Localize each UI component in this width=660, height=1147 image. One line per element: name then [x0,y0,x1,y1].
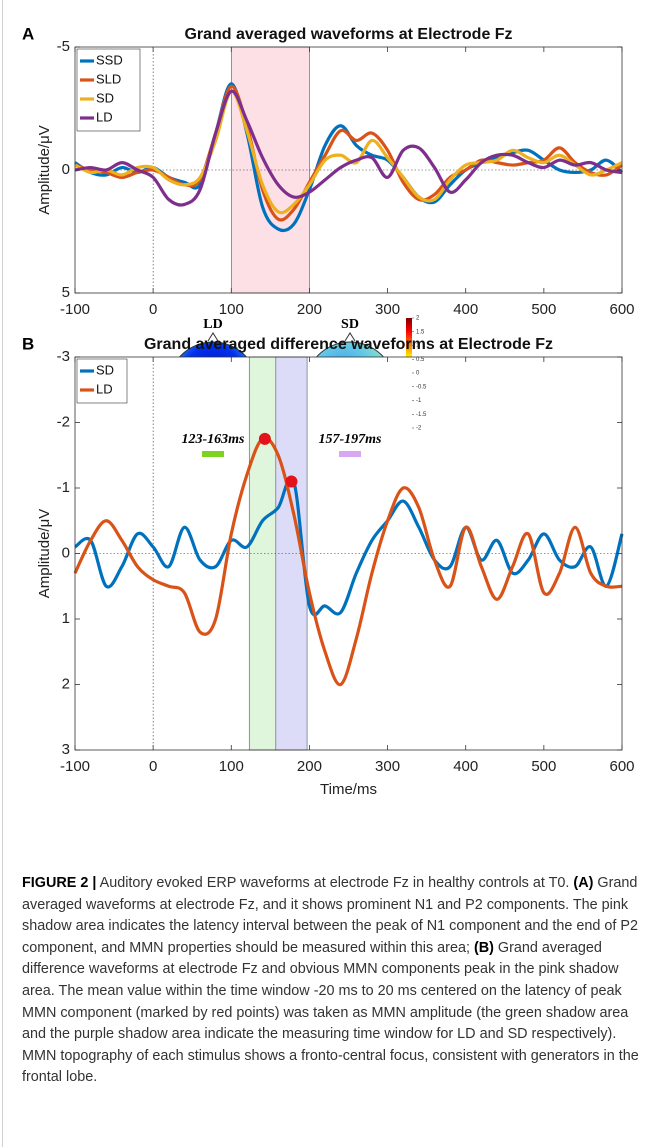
x-tick-label: 600 [609,301,634,318]
colorbar-tick-label: -0.5 [416,384,427,390]
x-tick-label: 200 [297,301,322,318]
y-tick-label: 2 [62,675,70,692]
x-tick-label: 400 [453,301,478,318]
y-tick-label: 1 [62,610,70,627]
panel-label: B [22,334,34,353]
x-tick-label: 0 [149,758,157,775]
colorbar-tick-label: 2 [416,316,420,322]
caption-text: Grand averaged difference waveforms at e… [22,939,639,1086]
x-tick-label: 500 [531,758,556,775]
legend-label: LD [96,109,113,124]
legend-label: SD [96,90,114,105]
y-tick-label: 0 [62,544,70,561]
y-tick-label: -2 [57,413,70,430]
y-axis-label: Amplitude/μV [36,509,53,599]
series-line [74,476,624,617]
peak-marker [258,432,271,445]
chart-title: Grand averaged difference waveforms at E… [144,336,553,353]
x-tick-label: 300 [375,301,400,318]
window-bar [339,451,361,457]
legend-box [76,358,128,404]
x-axis-label: Time/ms [320,781,377,798]
colorbar-tick-label: 0.5 [416,357,425,363]
x-tick-label: 100 [219,758,244,775]
x-tick-label: 400 [453,758,478,775]
y-tick-label: -5 [57,38,70,55]
x-tick-label: 200 [297,758,322,775]
x-tick-label: 600 [609,758,634,775]
caption-text: Auditory evoked ERP waveforms at electro… [96,875,574,891]
peak-marker [285,475,298,488]
colorbar-tick-label: 1 [416,343,420,349]
caption: FIGURE 2 | Auditory evoked ERP waveforms… [22,873,642,1089]
caption-ref: (A) [573,875,594,891]
x-tick-label: 0 [149,301,157,318]
chart: -3 -2 -1 0 1 2 3-100 0 100 200 300 400 500 600 Grand a… [36,336,635,798]
series-line [73,436,623,687]
y-tick-label: -1 [57,479,70,496]
topomap-label: SD [341,317,359,332]
colorbar-tick-label: 1.5 [416,329,425,335]
legend-label: SLD [96,71,121,86]
legend-label: LD [96,381,113,396]
chart-title: Grand averaged waveforms at Electrode Fz [184,26,512,43]
caption-ref: (B) [473,939,494,956]
colorbar-tick-label: -2 [416,426,422,432]
topomap-label: LD [203,317,222,332]
colorbar-tick-label: -1.5 [416,412,427,418]
y-tick-label: -3 [57,348,70,365]
y-tick-label: 3 [62,741,70,758]
x-tick-label: -100 [60,301,90,318]
y-tick-label: 0 [62,161,70,178]
caption-label: FIGURE 2 | [22,875,97,891]
legend-label: SD [96,362,114,377]
legend-label: SSD [96,52,123,67]
x-tick-label: -100 [60,758,90,775]
chart: -5 0 5-100 0 100 200 300 400 500 600 Grand average… [36,26,635,318]
panel-label: A [22,24,34,43]
x-tick-label: 300 [375,758,400,775]
topomap-window: 123-163ms [182,432,246,447]
series-line [74,89,623,215]
y-axis-label: Amplitude/μV [36,125,53,215]
x-tick-label: 100 [219,301,244,318]
topomap-window: 157-197ms [319,432,383,447]
window-bar [202,451,224,457]
caption-text: Grand averaged waveforms at electrode Fz… [22,875,639,956]
x-tick-label: 500 [531,301,556,318]
colorbar-tick-label: 0 [416,371,420,377]
colorbar-tick-label: -1 [416,398,422,404]
y-tick-label: 5 [62,284,70,301]
series-line [74,89,623,207]
